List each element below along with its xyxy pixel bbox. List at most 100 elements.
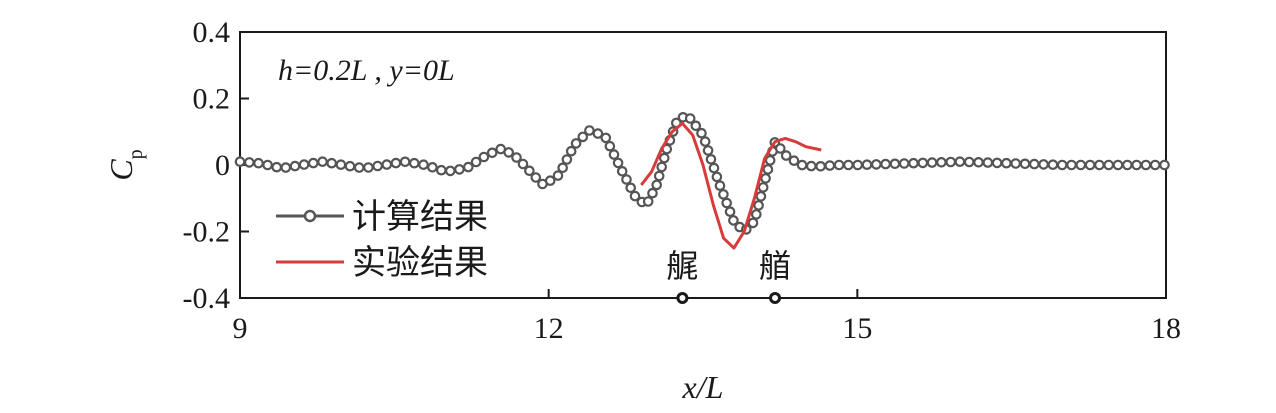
x-axis-label: x/L — [682, 369, 724, 405]
series-point — [298, 159, 310, 170]
y-axis-label: Cp — [103, 149, 147, 180]
series-point — [511, 152, 522, 163]
series-point — [381, 159, 393, 170]
series-point — [762, 164, 774, 175]
series-point — [399, 156, 411, 168]
series-point — [647, 187, 658, 199]
series-point — [708, 162, 720, 174]
series-point — [805, 160, 817, 172]
series-point — [524, 165, 535, 177]
series-point — [444, 165, 456, 177]
series-point — [372, 160, 383, 172]
axes-group: 9 12 15 18 0.4 0.2 0 -0.2 -0.4 x/L Cp — [103, 16, 1181, 405]
series-point — [592, 128, 604, 139]
series-point — [954, 156, 966, 167]
position-marker-label-2: 艏 — [759, 247, 791, 285]
y-axis-label-sub: p — [125, 149, 147, 159]
series-point — [991, 157, 1003, 169]
series-point — [908, 157, 919, 169]
series-point — [1140, 159, 1152, 171]
series-point — [1159, 159, 1170, 171]
series-point — [1094, 159, 1105, 171]
series-point — [714, 180, 726, 191]
series-point — [651, 179, 662, 191]
series-point — [843, 159, 854, 171]
position-markers-group: 艉艏 — [666, 247, 791, 304]
series-point — [963, 156, 975, 168]
series-point — [718, 189, 729, 200]
series-point — [728, 215, 739, 226]
series-point — [565, 145, 577, 157]
series-point — [1112, 159, 1124, 171]
series-point — [724, 206, 736, 217]
series-group — [234, 112, 1170, 250]
series-point — [1001, 157, 1012, 169]
position-marker-dot-2 — [769, 292, 782, 304]
series-point — [1066, 159, 1077, 171]
x-tick-label: 15 — [842, 312, 872, 345]
series-point — [363, 162, 374, 173]
series-point — [390, 157, 402, 169]
series-point — [753, 200, 764, 211]
series-point — [435, 164, 447, 176]
series-point — [234, 156, 246, 167]
x-tick-label: 18 — [1151, 312, 1181, 345]
chart-annotation: h=0.2L , y=0L — [278, 54, 455, 87]
series-point — [280, 162, 292, 173]
series-point — [335, 159, 347, 170]
series-point — [408, 157, 420, 169]
series-point — [604, 140, 616, 152]
series-point — [307, 157, 319, 169]
series-point — [1047, 159, 1059, 170]
series-point — [702, 145, 714, 156]
series-point — [889, 158, 901, 170]
series-point — [757, 182, 769, 193]
series-point — [1084, 159, 1096, 171]
series-point — [705, 154, 717, 165]
series-point — [289, 160, 301, 172]
y-tick-label: 0.2 — [193, 83, 231, 116]
series-point — [656, 161, 667, 173]
series-point — [478, 151, 490, 163]
y-tick-label: 0.4 — [193, 16, 231, 49]
series-point — [1075, 159, 1087, 171]
series-point — [629, 190, 641, 202]
series-point — [317, 156, 328, 167]
y-tick-label: -0.4 — [183, 282, 231, 315]
series-point — [577, 131, 589, 143]
series-point — [608, 149, 620, 160]
series-point — [625, 182, 636, 194]
series-point — [1122, 159, 1133, 171]
series-point — [788, 155, 800, 166]
series-point — [774, 143, 786, 154]
series-point — [796, 159, 808, 171]
series-point — [711, 171, 723, 183]
series-point — [253, 157, 264, 169]
series-point — [750, 209, 762, 220]
series-point — [1019, 158, 1031, 170]
series-point — [503, 147, 514, 158]
series-point — [870, 159, 882, 170]
series-point — [621, 174, 632, 185]
series-point — [721, 197, 732, 209]
series-point — [690, 120, 702, 132]
series-point — [1056, 159, 1068, 171]
series-point — [570, 138, 582, 149]
series-point — [699, 136, 711, 147]
series-point — [1010, 158, 1021, 169]
series-point — [780, 150, 792, 161]
series-point — [557, 162, 568, 174]
series-point — [271, 161, 282, 173]
series-point — [861, 159, 873, 170]
series-point — [486, 147, 498, 159]
series-point — [653, 170, 665, 182]
series-point — [344, 160, 356, 172]
series-point — [982, 157, 994, 168]
series-point — [824, 160, 836, 171]
series-point — [1038, 159, 1049, 170]
series-point — [833, 159, 845, 171]
series-point — [470, 156, 482, 168]
